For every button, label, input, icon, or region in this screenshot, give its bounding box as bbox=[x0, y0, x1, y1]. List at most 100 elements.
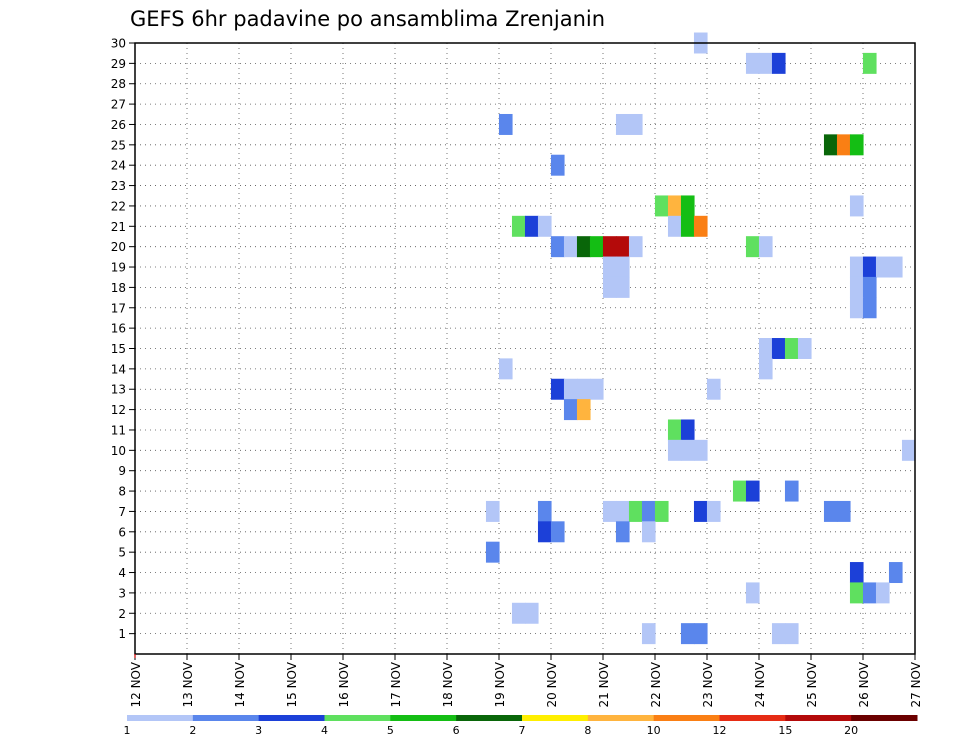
y-tick-label: 26 bbox=[111, 118, 126, 132]
precip-cell bbox=[706, 500, 721, 522]
legend-swatch bbox=[258, 715, 325, 721]
legend-label: 3 bbox=[255, 724, 262, 737]
precip-cell bbox=[602, 256, 617, 278]
precip-cell bbox=[628, 500, 643, 522]
precip-cell bbox=[667, 419, 682, 441]
legend-swatch bbox=[587, 715, 655, 721]
precip-cell bbox=[888, 562, 903, 584]
precip-cell bbox=[797, 338, 812, 359]
legend-label: 8 bbox=[584, 724, 591, 737]
precip-cell bbox=[758, 52, 773, 74]
legend-swatch bbox=[390, 715, 457, 721]
precip-cell bbox=[862, 582, 877, 604]
legend-swatch bbox=[456, 715, 523, 721]
y-tick-label: 14 bbox=[111, 362, 126, 376]
precip-cell bbox=[849, 582, 864, 604]
x-tick-label: 27 NOV bbox=[909, 661, 923, 707]
precip-cell bbox=[511, 602, 526, 624]
legend-swatch bbox=[653, 715, 720, 721]
y-tick-label: 8 bbox=[118, 485, 126, 499]
precip-cell bbox=[667, 195, 682, 217]
precip-cell bbox=[485, 541, 500, 563]
x-tick-label: 16 NOV bbox=[337, 661, 351, 707]
precip-cell bbox=[745, 582, 760, 604]
y-tick-label: 25 bbox=[111, 138, 126, 152]
precip-cell bbox=[537, 500, 552, 522]
precip-cell bbox=[680, 215, 695, 237]
y-tick-label: 10 bbox=[111, 444, 126, 458]
y-tick-label: 28 bbox=[111, 77, 126, 91]
legend-swatch bbox=[785, 715, 852, 721]
precip-cell bbox=[875, 256, 890, 278]
precip-cell bbox=[615, 500, 630, 522]
y-tick-label: 7 bbox=[118, 505, 126, 519]
precip-cell bbox=[849, 134, 864, 156]
y-tick-label: 2 bbox=[118, 607, 126, 621]
precip-cell bbox=[498, 358, 513, 380]
y-tick-label: 20 bbox=[111, 240, 126, 254]
precip-cell bbox=[745, 236, 760, 258]
precip-cell bbox=[784, 480, 799, 502]
precip-cell bbox=[563, 378, 578, 400]
precip-cell bbox=[849, 256, 864, 278]
legend-label: 4 bbox=[321, 724, 328, 737]
y-tick-label: 1 bbox=[118, 627, 126, 641]
legend-swatch bbox=[127, 715, 194, 721]
precip-cell bbox=[615, 113, 630, 135]
y-tick-label: 17 bbox=[111, 301, 126, 315]
precip-cell bbox=[576, 378, 591, 400]
y-tick-label: 5 bbox=[118, 546, 126, 560]
precip-cell bbox=[693, 500, 708, 522]
y-tick-label: 15 bbox=[111, 342, 126, 356]
precip-cell bbox=[836, 134, 851, 156]
precip-cell bbox=[537, 521, 552, 543]
x-tick-label: 17 NOV bbox=[389, 661, 403, 707]
precip-cell bbox=[485, 500, 500, 522]
precip-cell bbox=[849, 562, 864, 584]
precip-cell bbox=[771, 338, 786, 359]
precip-cell bbox=[823, 500, 838, 522]
x-tick-label: 26 NOV bbox=[857, 661, 871, 707]
precip-cell bbox=[784, 338, 799, 359]
precip-cell bbox=[524, 602, 539, 624]
y-tick-label: 23 bbox=[111, 179, 126, 193]
legend-swatch bbox=[719, 715, 786, 721]
precip-cell bbox=[849, 195, 864, 217]
y-tick-label: 11 bbox=[111, 423, 126, 437]
precip-cell bbox=[667, 215, 682, 237]
precip-cell bbox=[576, 236, 591, 258]
y-tick-label: 24 bbox=[111, 159, 126, 173]
precip-cell bbox=[862, 276, 877, 298]
precip-cell bbox=[862, 297, 877, 319]
precip-cell bbox=[771, 52, 786, 74]
precip-cell bbox=[615, 521, 630, 543]
precip-cell bbox=[836, 500, 851, 522]
precip-cell bbox=[745, 480, 760, 502]
x-tick-label: 15 NOV bbox=[285, 661, 299, 707]
precip-cell bbox=[615, 236, 630, 258]
x-tick-label: 22 NOV bbox=[649, 661, 663, 707]
x-tick-label: 12 NOV bbox=[129, 661, 143, 707]
precip-cell bbox=[511, 215, 526, 237]
y-tick-label: 18 bbox=[111, 281, 126, 295]
color-legend: 1 2 3 4 5 6 7 8 10 12 15 20 bbox=[124, 715, 918, 737]
x-tick-label: 14 NOV bbox=[233, 661, 247, 707]
legend-label: 5 bbox=[387, 724, 394, 737]
y-tick-label: 16 bbox=[111, 322, 126, 336]
y-tick-label: 6 bbox=[118, 525, 126, 539]
legend-swatch bbox=[324, 715, 391, 721]
precip-cell bbox=[758, 236, 773, 258]
legend-label: 6 bbox=[453, 724, 460, 737]
precip-cell bbox=[758, 358, 773, 380]
precip-cell bbox=[901, 439, 916, 461]
precip-cell bbox=[602, 236, 617, 258]
legend-label: 12 bbox=[713, 724, 727, 737]
precip-cell bbox=[888, 256, 903, 278]
y-tick-label: 29 bbox=[111, 57, 126, 71]
legend-label: 1 bbox=[124, 724, 131, 737]
y-tick-label: 13 bbox=[111, 383, 126, 397]
legend-label: 7 bbox=[519, 724, 526, 737]
precip-cell bbox=[680, 439, 695, 461]
precip-cell bbox=[771, 623, 786, 645]
y-tick-label: 3 bbox=[118, 586, 126, 600]
